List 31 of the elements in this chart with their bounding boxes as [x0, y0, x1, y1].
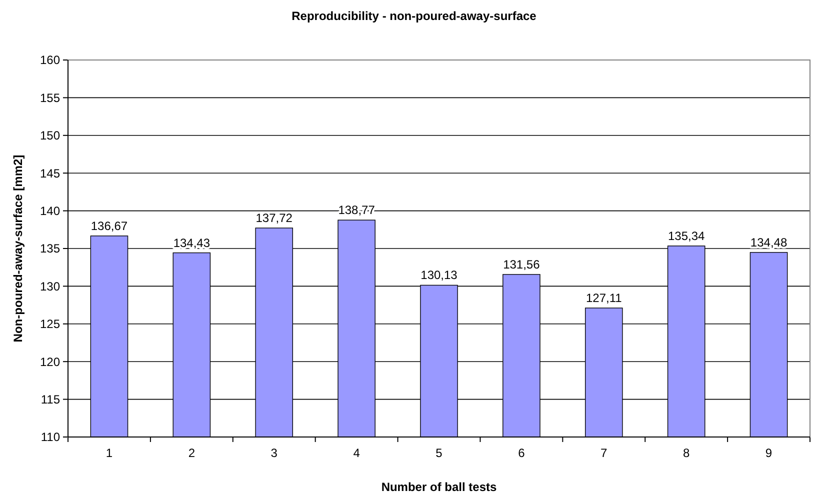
data-label: 134,43 [173, 236, 210, 250]
data-label: 127,11 [586, 290, 622, 305]
y-tick-label: 135 [40, 242, 60, 256]
y-tick-label: 115 [40, 392, 60, 406]
y-tick-label: 155 [40, 90, 60, 105]
y-tick-label: 120 [40, 354, 60, 369]
x-tick-label: 9 [765, 446, 772, 460]
data-label: 131,56 [503, 257, 540, 272]
y-tick-label: 150 [40, 128, 60, 143]
y-tick-label: 125 [40, 317, 60, 332]
data-label: 134,48 [750, 235, 788, 250]
x-axis-title: Number of ball tests [381, 480, 497, 494]
x-tick-label: 6 [518, 446, 526, 460]
y-tick-label: 110 [40, 430, 60, 444]
x-tick-label: 2 [188, 446, 196, 460]
y-axis-title: Non-poured-away-surface [mm2] [11, 154, 25, 342]
y-tick-label: 145 [40, 166, 60, 180]
x-tick-label: 4 [353, 446, 360, 460]
x-tick-label: 1 [106, 446, 113, 460]
x-tick-label: 7 [600, 446, 608, 460]
data-label: 135,34 [668, 228, 706, 243]
y-tick-label: 140 [40, 204, 60, 218]
chart-title: Reproducibility - non-poured-away-surface [292, 9, 537, 23]
y-tick-label: 130 [40, 279, 60, 294]
data-label: 137,72 [256, 210, 293, 225]
y-tick-label: 160 [40, 53, 60, 68]
data-label: 130,13 [420, 268, 458, 282]
x-tick-label: 3 [270, 446, 278, 460]
x-tick-label: 8 [682, 446, 690, 460]
x-tick-label: 5 [436, 446, 443, 460]
data-label: 136,67 [90, 218, 128, 233]
